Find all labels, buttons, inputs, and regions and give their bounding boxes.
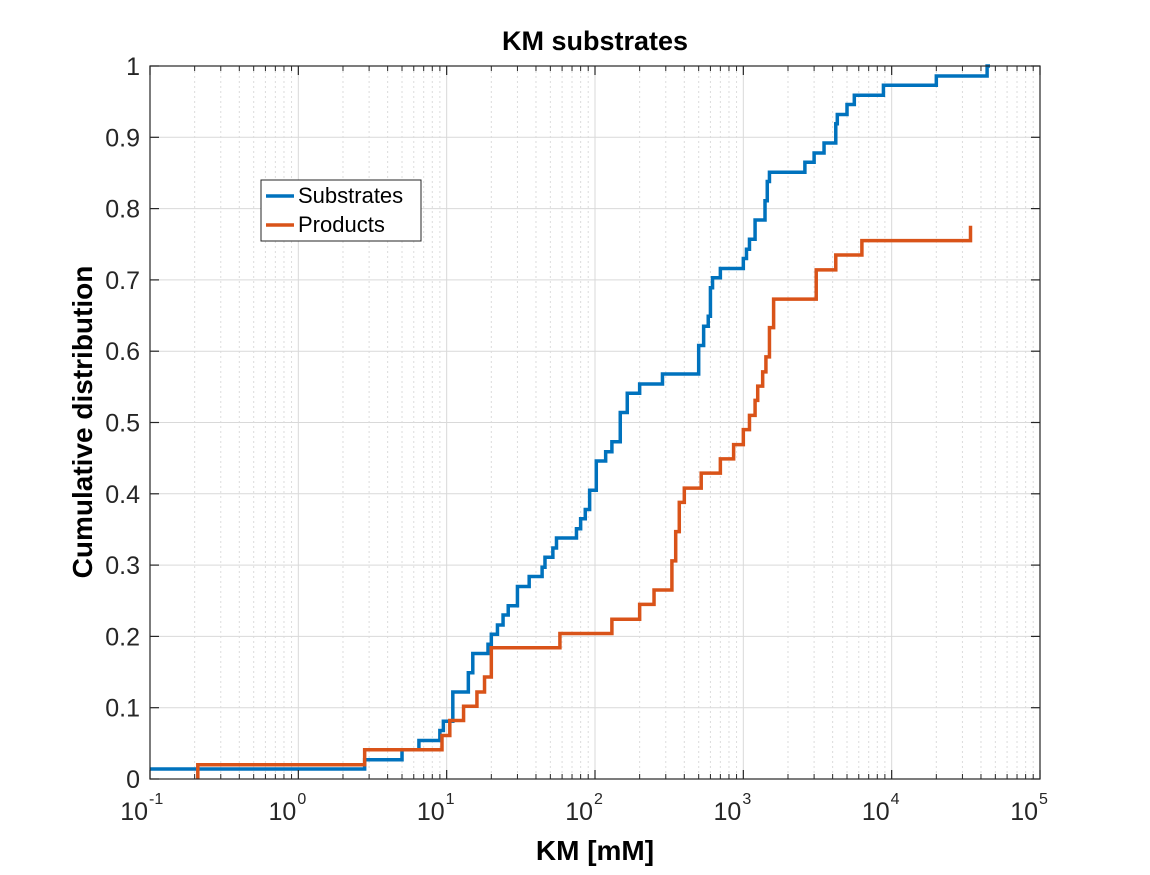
x-tick-label: 10 [862, 798, 890, 826]
legend: Substrates Products [260, 179, 422, 242]
legend-label-products: Products [298, 212, 385, 237]
axis-ticks [149, 65, 1041, 780]
legend-label-substrates: Substrates [298, 183, 403, 208]
y-tick-label: 0.4 [105, 481, 140, 509]
chart-title: KM substrates [502, 26, 688, 56]
x-tick-label-exponent: 1 [446, 791, 455, 808]
y-tick-label: 1 [126, 53, 140, 81]
y-tick-label: 0.8 [105, 196, 140, 224]
y-tick-label: 0.9 [105, 124, 140, 152]
x-tick-label: 10 [565, 798, 593, 826]
x-tick-labels: 10 -1 10 0 10 1 10 2 10 3 10 4 10 5 [120, 791, 1048, 826]
y-tick-label: 0 [126, 766, 140, 794]
y-tick-label: 0.2 [105, 623, 140, 651]
y-axis-title: Cumulative distribution [67, 266, 98, 579]
x-tick-label-exponent: 3 [742, 791, 751, 808]
series-line-substrates [150, 64, 990, 771]
x-tick-label-exponent: 5 [1039, 791, 1048, 808]
x-tick-label-exponent: 2 [594, 791, 603, 808]
x-tick-label-exponent: 0 [297, 791, 306, 808]
y-tick-label: 0.5 [105, 410, 140, 438]
series-layer [150, 64, 990, 779]
series-line-products [196, 225, 973, 779]
x-tick-label: 10 [120, 798, 148, 826]
x-tick-label: 10 [417, 798, 445, 826]
y-tick-label: 0.6 [105, 338, 140, 366]
x-tick-label-exponent: 4 [891, 791, 900, 808]
y-tick-label: 0.3 [105, 552, 140, 580]
y-tick-labels: 0 0.1 0.2 0.3 0.4 0.5 0.6 0.7 0.8 0.9 1 [105, 53, 140, 794]
x-tick-label: 10 [1010, 798, 1038, 826]
x-axis-title: KM [mM] [536, 835, 654, 866]
x-tick-label: 10 [714, 798, 742, 826]
y-tick-label: 0.7 [105, 267, 140, 295]
x-tick-label-exponent: -1 [149, 791, 163, 808]
y-tick-label: 0.1 [105, 695, 140, 723]
legend-box [260, 179, 422, 242]
x-tick-label: 10 [269, 798, 297, 826]
